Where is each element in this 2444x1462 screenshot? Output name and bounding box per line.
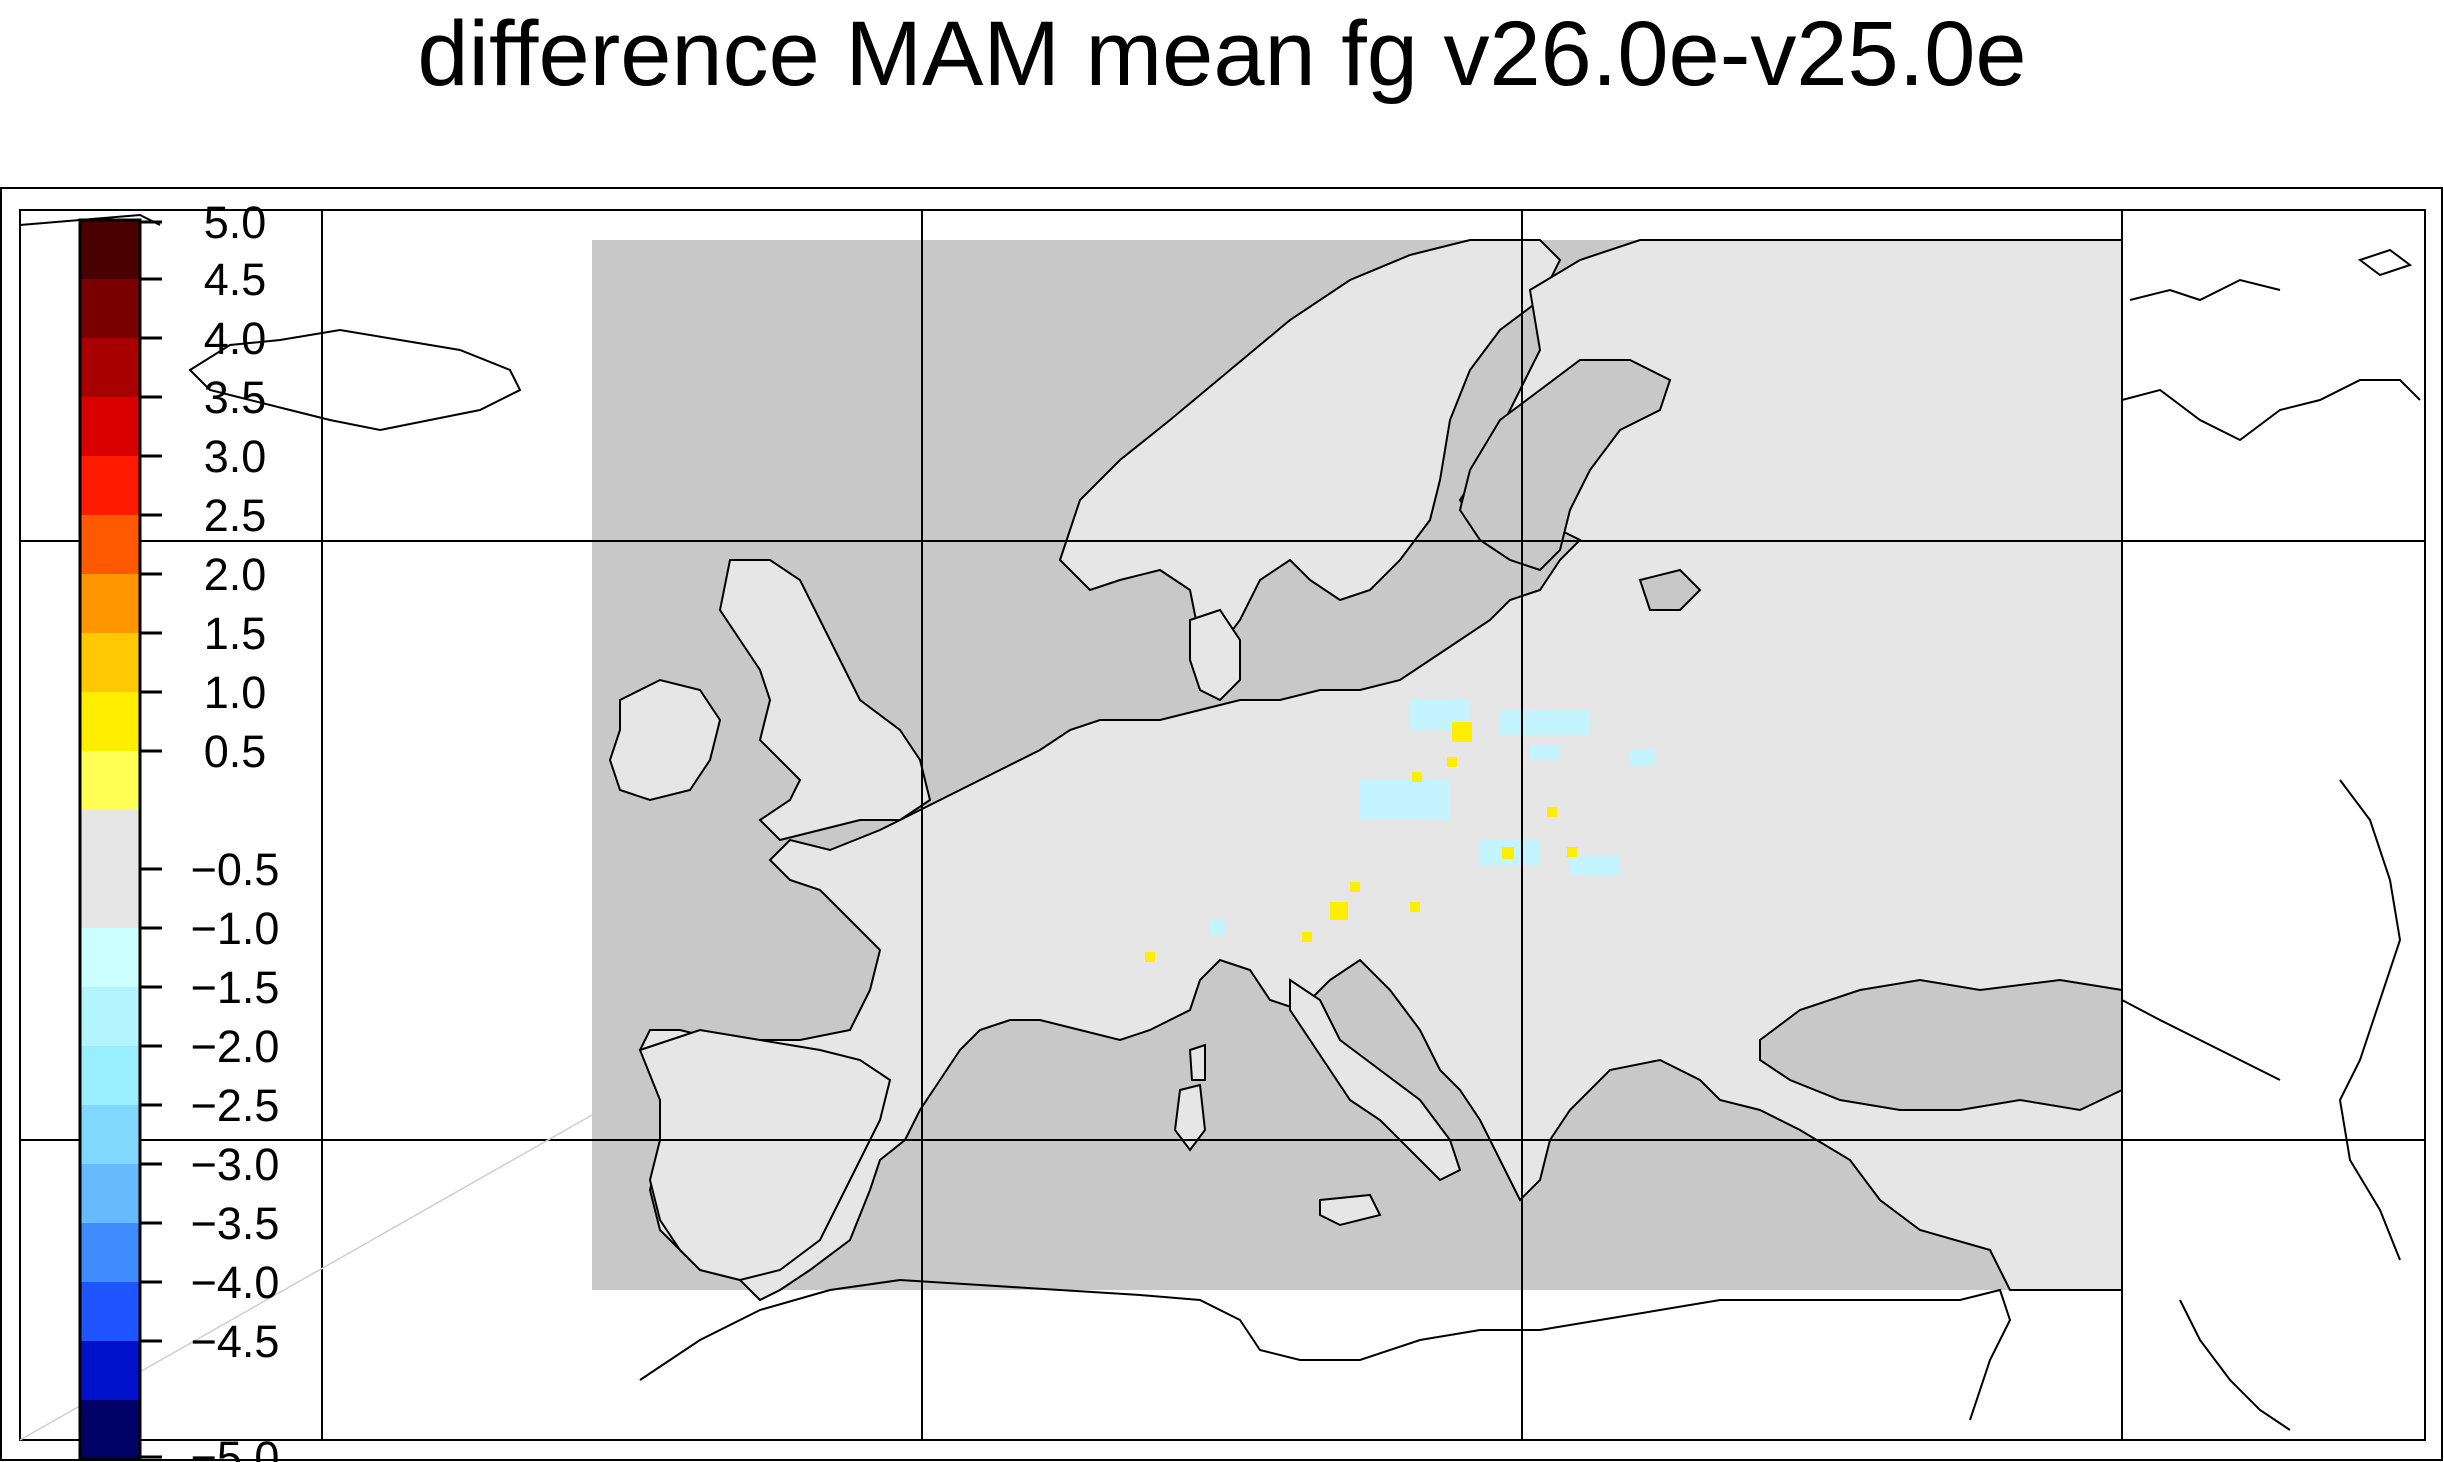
pos-anomaly-patch xyxy=(1145,952,1155,962)
black-sea xyxy=(1759,978,2123,1112)
map-title: difference MAM mean fg v26.0e-v25.0e xyxy=(417,3,2027,105)
coast-middle-east xyxy=(2121,999,2281,1081)
colorbar-label: −4.5 xyxy=(191,1316,280,1367)
land-great-britain xyxy=(718,559,932,842)
colorbar-segment xyxy=(80,338,140,397)
colorbar-label: −1.0 xyxy=(191,903,280,954)
coast-levant xyxy=(2179,1299,2291,1431)
colorbar-segment xyxy=(80,1105,140,1164)
pos-anomaly-patch xyxy=(1452,722,1472,742)
colorbar-segment xyxy=(80,928,140,987)
pos-anomaly-patch xyxy=(1447,757,1457,767)
outside-coastlines xyxy=(19,213,2421,1431)
colorbar-segment xyxy=(80,987,140,1046)
pos-anomaly-patch xyxy=(1502,847,1514,859)
colorbar-label: 1.0 xyxy=(204,667,267,718)
coast-white-sea xyxy=(2129,278,2281,302)
coast-north-africa xyxy=(639,1278,2012,1421)
pos-anomaly-patch xyxy=(1330,902,1348,920)
colorbar-label: −4.0 xyxy=(191,1257,280,1308)
colorbar-label: −3.0 xyxy=(191,1139,280,1190)
land-areas xyxy=(608,239,2123,1302)
colorbar-segment xyxy=(80,1400,140,1459)
coast-caspian xyxy=(2338,779,2402,1261)
land-italy xyxy=(1289,978,1462,1182)
colorbar-segment xyxy=(80,633,140,692)
pos-anomaly-patch xyxy=(1547,807,1557,817)
gulf-of-bothnia xyxy=(1458,359,1672,572)
negative-anomalies xyxy=(1210,700,1655,935)
neg-anomaly-patch xyxy=(1500,710,1590,735)
colorbar-segment xyxy=(80,1164,140,1223)
pos-anomaly-patch xyxy=(1412,772,1422,782)
colorbar-segment xyxy=(80,692,140,751)
land-denmark xyxy=(1189,608,1241,702)
colorbar-label: 3.5 xyxy=(204,372,267,423)
colorbar-segment xyxy=(80,456,140,515)
colorbar-segment xyxy=(80,279,140,338)
land-corsica xyxy=(1188,1043,1206,1081)
colorbar-label: −0.5 xyxy=(191,844,280,895)
pos-anomaly-patch xyxy=(1410,902,1420,912)
colorbar-label: 0.5 xyxy=(204,726,267,777)
lake-ladoga xyxy=(1638,568,1702,611)
colorbar-segment xyxy=(80,397,140,456)
coast-iceland xyxy=(188,328,522,432)
colorbar: 5.0 4.5 4.0 3.5 3.0 2.5 2.0 1.5 1.0 0.5 −0.5 −1.0 −1… xyxy=(78,197,280,1462)
inland-water xyxy=(1458,359,2123,1112)
neg-anomaly-patch xyxy=(1530,745,1560,760)
neg-anomaly-patch xyxy=(1630,750,1655,765)
neg-anomaly-patch xyxy=(1380,800,1450,820)
colorbar-label: 2.0 xyxy=(204,549,267,600)
pos-anomaly-patch xyxy=(1302,932,1312,942)
coast-novaya-zemlya xyxy=(2357,248,2413,277)
inner-frame xyxy=(19,209,2426,1441)
colorbar-segment xyxy=(80,751,140,810)
neg-anomaly-patch xyxy=(1570,855,1620,875)
colorbar-label: −5.0 xyxy=(191,1432,280,1462)
colorbar-label: 4.5 xyxy=(204,254,267,305)
colorbar-label: 5.0 xyxy=(204,197,267,248)
pos-anomaly-patch xyxy=(1567,847,1577,857)
colorbar-label: −1.5 xyxy=(191,962,280,1013)
colorbar-label: −2.5 xyxy=(191,1080,280,1131)
land-ireland xyxy=(608,678,722,802)
colorbar-label: 1.5 xyxy=(204,608,267,659)
coast-greenland xyxy=(19,213,161,226)
colorbar-segment xyxy=(80,515,140,574)
colorbar-segment xyxy=(80,1341,140,1400)
land-iberia xyxy=(638,1028,892,1282)
positive-anomalies xyxy=(1145,722,1577,962)
colorbar-border xyxy=(78,218,142,1461)
outer-frame xyxy=(0,187,2443,1461)
colorbar-segment xyxy=(80,220,140,279)
colorbar-label: −2.0 xyxy=(191,1021,280,1072)
land-sicily xyxy=(1319,1193,1382,1227)
colorbar-label: 3.0 xyxy=(204,431,267,482)
colorbar-label: −3.5 xyxy=(191,1198,280,1249)
colorbar-segment xyxy=(80,869,140,928)
pos-anomaly-patch xyxy=(1350,882,1360,892)
colorbar-label: 2.5 xyxy=(204,490,267,541)
colorbar-segment xyxy=(80,1223,140,1282)
colorbar-label: 4.0 xyxy=(204,313,267,364)
colorbar-segment xyxy=(80,810,140,869)
graticule xyxy=(20,210,2425,1440)
colorbar-segment xyxy=(80,1282,140,1341)
coast-russia-north xyxy=(2121,379,2421,442)
neg-anomaly-patch xyxy=(1210,920,1225,935)
colorbar-segment xyxy=(80,574,140,633)
colorbar-segment xyxy=(80,1046,140,1105)
